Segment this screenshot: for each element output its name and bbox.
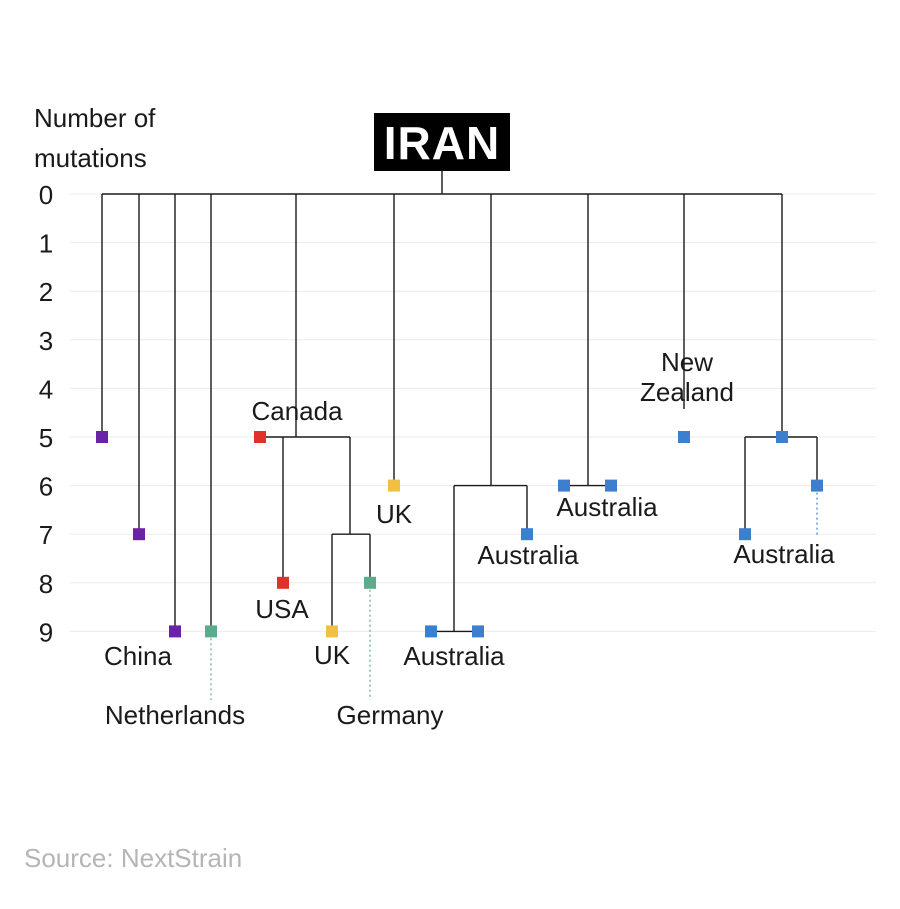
label-germany: Germany (337, 700, 444, 730)
sample-marker-australia (776, 431, 788, 443)
sample-marker-new-zealand (678, 431, 690, 443)
chart-title: IRAN (384, 117, 500, 169)
label-uk-9: UK (314, 640, 351, 670)
y-axis-ticks: 0 1 2 3 4 5 6 7 8 9 (39, 180, 53, 647)
sample-marker-australia (521, 528, 533, 541)
label-uk-6: UK (376, 499, 413, 529)
tick-label-5: 5 (39, 423, 53, 453)
title-box (374, 113, 510, 171)
dashed-leaders (210, 492, 818, 700)
tree-branches (101, 171, 818, 633)
label-australia-6: Australia (556, 492, 658, 522)
sample-markers (96, 431, 823, 638)
sample-marker-germany (364, 576, 376, 589)
sample-marker-usa (277, 576, 289, 589)
label-australia-9: Australia (403, 641, 505, 671)
label-australia-right: Australia (733, 539, 835, 569)
tick-label-4: 4 (39, 374, 53, 404)
tick-label-7: 7 (39, 520, 53, 550)
sample-marker-uk (388, 479, 400, 492)
tick-label-6: 6 (39, 472, 53, 502)
tick-label-8: 8 (39, 569, 53, 599)
sample-marker-china (96, 431, 108, 443)
source-note: Source: NextStrain (24, 843, 242, 873)
sample-marker-canada (254, 431, 266, 443)
tick-label-9: 9 (39, 617, 53, 647)
sample-marker-australia (425, 625, 437, 638)
sample-marker-australia (811, 479, 823, 492)
sample-marker-uk (326, 625, 338, 638)
sample-marker-australia (739, 528, 751, 541)
y-axis-label-line1: Number of (34, 103, 156, 133)
sample-marker-australia (605, 479, 617, 492)
label-new-zealand-line1: New (661, 347, 713, 377)
y-axis-label-line2: mutations (34, 143, 147, 173)
sample-marker-china (169, 625, 181, 638)
sample-marker-china (133, 528, 145, 541)
label-australia-7: Australia (477, 540, 579, 570)
gridlines (70, 193, 876, 632)
tick-label-2: 2 (39, 277, 53, 307)
label-canada: Canada (251, 396, 343, 426)
tick-label-3: 3 (39, 326, 53, 356)
sample-marker-netherlands (205, 625, 217, 638)
label-netherlands: Netherlands (105, 700, 245, 730)
sample-marker-australia (472, 625, 484, 638)
sample-marker-australia (558, 479, 570, 492)
label-china: China (104, 641, 172, 671)
label-new-zealand-line2: Zealand (640, 377, 734, 407)
country-labels: China Netherlands Canada USA UK UK Germa… (104, 347, 835, 730)
tick-label-1: 1 (39, 229, 53, 259)
tick-label-0: 0 (39, 180, 53, 210)
label-usa: USA (255, 594, 309, 624)
